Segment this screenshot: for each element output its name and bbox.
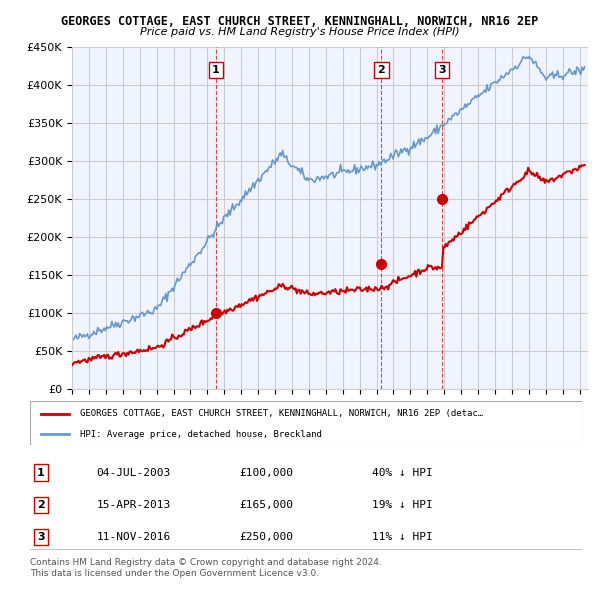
Text: 3: 3	[37, 532, 45, 542]
FancyBboxPatch shape	[30, 401, 582, 445]
Text: £165,000: £165,000	[240, 500, 294, 510]
Text: 3: 3	[438, 65, 446, 75]
Text: £250,000: £250,000	[240, 532, 294, 542]
Text: 2: 2	[377, 65, 385, 75]
Text: 1: 1	[37, 468, 45, 478]
Text: 19% ↓ HPI: 19% ↓ HPI	[372, 500, 433, 510]
Text: This data is licensed under the Open Government Licence v3.0.: This data is licensed under the Open Gov…	[30, 569, 319, 578]
Text: 1: 1	[212, 65, 220, 75]
Text: 11% ↓ HPI: 11% ↓ HPI	[372, 532, 433, 542]
Text: 2: 2	[37, 500, 45, 510]
Text: 15-APR-2013: 15-APR-2013	[96, 500, 170, 510]
Text: GEORGES COTTAGE, EAST CHURCH STREET, KENNINGHALL, NORWICH, NR16 2EP (detac…: GEORGES COTTAGE, EAST CHURCH STREET, KEN…	[80, 409, 483, 418]
Text: 11-NOV-2016: 11-NOV-2016	[96, 532, 170, 542]
Text: £100,000: £100,000	[240, 468, 294, 478]
Text: GEORGES COTTAGE, EAST CHURCH STREET, KENNINGHALL, NORWICH, NR16 2EP: GEORGES COTTAGE, EAST CHURCH STREET, KEN…	[61, 15, 539, 28]
Text: Price paid vs. HM Land Registry's House Price Index (HPI): Price paid vs. HM Land Registry's House …	[140, 27, 460, 37]
Text: 40% ↓ HPI: 40% ↓ HPI	[372, 468, 433, 478]
Text: 04-JUL-2003: 04-JUL-2003	[96, 468, 170, 478]
Text: HPI: Average price, detached house, Breckland: HPI: Average price, detached house, Brec…	[80, 430, 322, 439]
Text: Contains HM Land Registry data © Crown copyright and database right 2024.: Contains HM Land Registry data © Crown c…	[30, 558, 382, 566]
